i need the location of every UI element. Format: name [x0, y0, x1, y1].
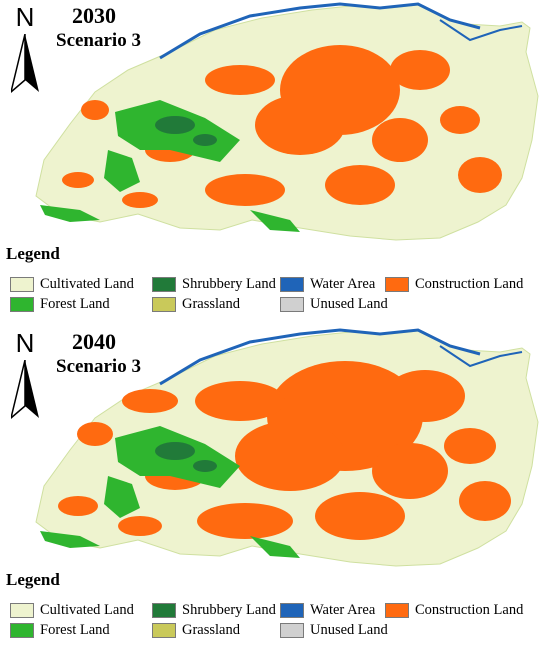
legend-label: Forest Land: [40, 621, 110, 638]
shrubbery-land-patches: [155, 442, 217, 472]
legend-label: Shrubbery Land: [182, 601, 276, 618]
north-arrow-icon: [11, 34, 39, 93]
swatch-grassland: [152, 622, 176, 638]
legend-label: Forest Land: [40, 295, 110, 312]
legend-item-water: Water Area: [280, 600, 375, 620]
swatch-water: [280, 602, 304, 618]
legend-item-shrubbery: Shrubbery Land: [152, 274, 276, 294]
legend-item-cultivated: Cultivated Land: [10, 274, 134, 294]
legend-item-construction: Construction Land: [385, 600, 523, 620]
legend-item-grassland: Grassland: [152, 620, 240, 640]
swatch-forest: [10, 622, 34, 638]
construction-land-patches: [62, 45, 502, 208]
swatch-water: [280, 276, 304, 292]
north-arrow: N: [8, 4, 42, 96]
north-label: N: [15, 2, 35, 32]
legend-label: Grassland: [182, 621, 240, 638]
legend: Cultivated Land Shrubbery Land Water Are…: [0, 270, 550, 318]
shrubbery-land-patches: [155, 116, 217, 146]
legend-item-grassland: Grassland: [152, 294, 240, 314]
scenario-label: Scenario 3: [56, 356, 141, 377]
swatch-shrubbery: [152, 602, 176, 618]
legend-label: Construction Land: [415, 275, 524, 292]
legend-label: Grassland: [182, 295, 240, 312]
swatch-unused: [280, 622, 304, 638]
swatch-grassland: [152, 296, 176, 312]
legend-label: Water Area: [310, 275, 376, 292]
legend-title: Legend: [6, 570, 60, 589]
swatch-cultivated: [10, 276, 34, 292]
legend-item-unused: Unused Land: [280, 620, 388, 640]
scenario-label: Scenario 3: [56, 30, 141, 51]
legend-label: Water Area: [310, 601, 376, 618]
legend-item-shrubbery: Shrubbery Land: [152, 600, 276, 620]
swatch-unused: [280, 296, 304, 312]
swatch-construction: [385, 276, 409, 292]
legend-item-forest: Forest Land: [10, 620, 110, 640]
north-arrow: N: [8, 330, 42, 422]
swatch-construction: [385, 602, 409, 618]
construction-land-patches: [58, 361, 511, 540]
land-use-map: [35, 328, 539, 567]
swatch-forest: [10, 296, 34, 312]
north-label: N: [15, 328, 35, 358]
land-use-map: [35, 2, 539, 241]
year-label: 2030: [72, 3, 116, 28]
swatch-cultivated: [10, 602, 34, 618]
legend-title: Legend: [6, 244, 60, 263]
north-arrow-icon: [11, 360, 39, 419]
legend-item-construction: Construction Land: [385, 274, 523, 294]
legend-item-water: Water Area: [280, 274, 375, 294]
swatch-shrubbery: [152, 276, 176, 292]
legend: Cultivated Land Shrubbery Land Water Are…: [0, 596, 550, 644]
legend-label: Unused Land: [310, 295, 388, 312]
year-label: 2040: [72, 329, 116, 354]
map-panel-2040: N 2040 Scenario 3 Legend Cultivated Land…: [0, 326, 550, 648]
map-panel-2030: N 2030 Scenario 3 Legend Cultivated Land…: [0, 0, 550, 322]
legend-label: Cultivated Land: [40, 601, 134, 618]
legend-label: Shrubbery Land: [182, 275, 276, 292]
legend-item-cultivated: Cultivated Land: [10, 600, 134, 620]
legend-label: Unused Land: [310, 621, 388, 638]
legend-label: Construction Land: [415, 601, 524, 618]
legend-label: Cultivated Land: [40, 275, 134, 292]
legend-item-unused: Unused Land: [280, 294, 388, 314]
legend-item-forest: Forest Land: [10, 294, 110, 314]
